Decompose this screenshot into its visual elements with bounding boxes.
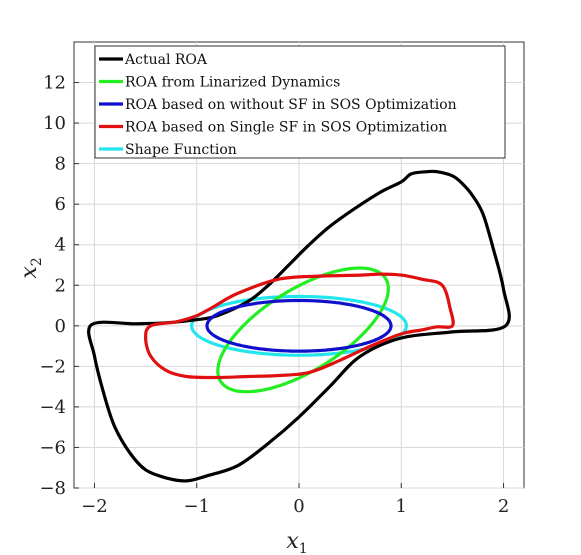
series-shape-function bbox=[190, 294, 408, 357]
y-axis-label-sub: 2 bbox=[29, 257, 45, 266]
series-roa-from-linarized-dynamics bbox=[216, 266, 390, 394]
x-axis-label-main: x bbox=[286, 529, 299, 554]
y-tick-label: 4 bbox=[55, 235, 66, 256]
series-roa-based-on-without-sf-in-sos-optimization bbox=[205, 298, 393, 353]
y-axis-label: x2 bbox=[17, 257, 45, 278]
legend-entry: ROA from Linarized Dynamics bbox=[125, 75, 340, 91]
y-tick-label: −6 bbox=[39, 437, 66, 458]
x-tick-label: −2 bbox=[81, 496, 108, 517]
curves bbox=[87, 169, 511, 483]
y-tick-label: −2 bbox=[39, 356, 66, 377]
x-axis-label-sub: 1 bbox=[299, 541, 308, 555]
y-tick-label: 0 bbox=[55, 316, 66, 337]
legend: Actual ROA ROA from Linarized Dynamics ROA… bbox=[94, 45, 506, 159]
legend-box bbox=[94, 45, 506, 159]
y-axis-label-main: x bbox=[17, 266, 42, 279]
y-tick-label: 2 bbox=[55, 275, 66, 296]
legend-entry: ROA based on Single SF in SOS Optimizati… bbox=[125, 120, 447, 136]
y-tick-label: 8 bbox=[55, 154, 66, 175]
x-axis-label: x1 bbox=[286, 529, 307, 555]
y-tick-label: −8 bbox=[39, 478, 66, 499]
x-tick-label: 0 bbox=[293, 496, 304, 517]
legend-entry: Actual ROA bbox=[124, 52, 208, 68]
y-tick-label: −4 bbox=[39, 397, 66, 418]
x-tick-label: 1 bbox=[396, 496, 407, 517]
series-actual-roa bbox=[87, 169, 511, 483]
legend-entry: Shape Function bbox=[125, 142, 237, 158]
y-tick-label: 12 bbox=[43, 73, 66, 94]
y-tick-label: 6 bbox=[55, 194, 66, 215]
series-roa-based-on-single-sf-in-sos-optimization bbox=[144, 272, 455, 380]
legend-entry: ROA based on without SF in SOS Optimizat… bbox=[125, 97, 457, 113]
x-tick-label: −1 bbox=[183, 496, 210, 517]
y-tick-label: 10 bbox=[43, 113, 66, 134]
x-tick-label: 2 bbox=[498, 496, 509, 517]
